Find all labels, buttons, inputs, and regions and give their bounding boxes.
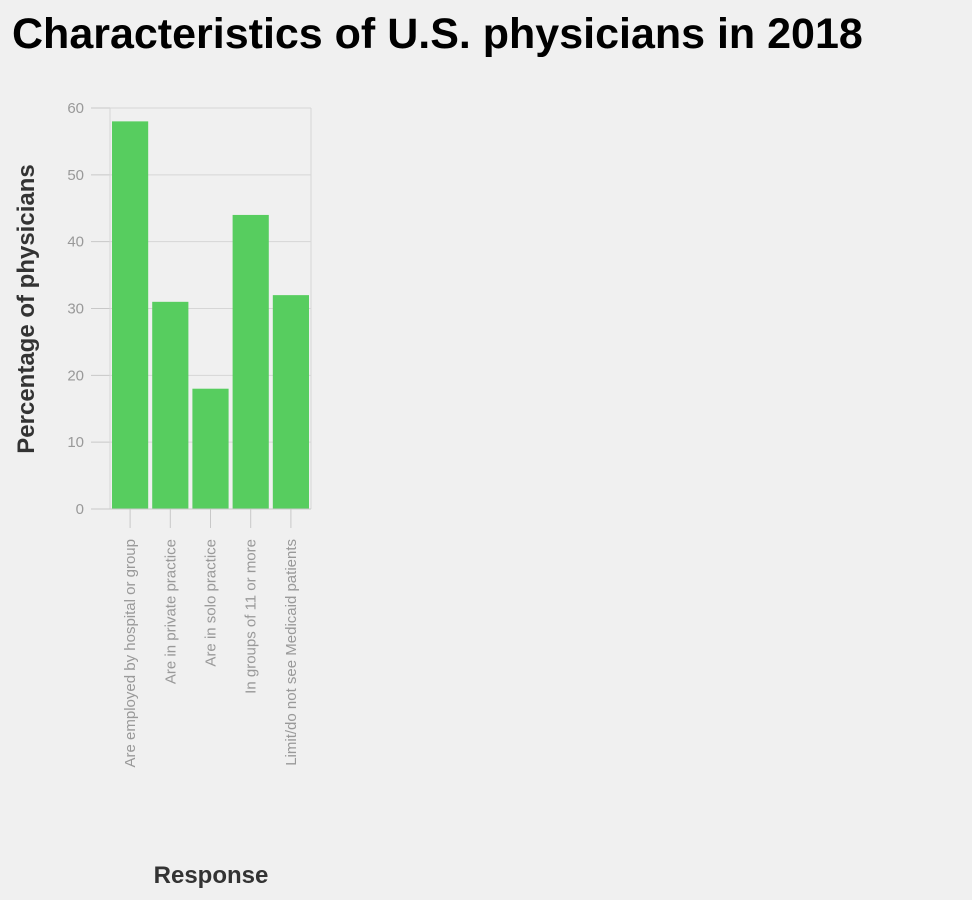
y-tick-labels: 0 10 20 30 40 50 60: [67, 100, 84, 518]
x-tick-label: Are employed by hospital or group: [122, 539, 139, 767]
y-tick-label: 10: [67, 434, 84, 451]
y-tick-label: 0: [76, 501, 84, 518]
y-tick-label: 50: [67, 167, 84, 184]
axes: [91, 107, 312, 528]
bar: [192, 388, 229, 509]
chart-title: Characteristics of U.S. physicians in 20…: [12, 10, 863, 58]
x-tick-label: Limit/do not see Medicaid patients: [283, 539, 300, 766]
bar: [272, 295, 309, 509]
bars: [112, 121, 309, 509]
x-tick-label: Are in private practice: [162, 539, 179, 684]
x-tick-labels: Are employed by hospital or group Are in …: [122, 539, 300, 767]
y-axis-title: Percentage of physicians: [13, 164, 40, 453]
y-tick-label: 60: [67, 100, 84, 117]
x-axis-title: Response: [154, 862, 269, 889]
x-tick-label: In groups of 11 or more: [243, 539, 260, 694]
x-tick-label: Are in solo practice: [203, 539, 220, 667]
y-tick-label: 40: [67, 234, 84, 251]
y-tick-label: 30: [67, 301, 84, 318]
bar: [112, 121, 149, 509]
bar: [152, 301, 189, 509]
bar: [232, 214, 269, 509]
y-tick-label: 20: [67, 367, 84, 384]
